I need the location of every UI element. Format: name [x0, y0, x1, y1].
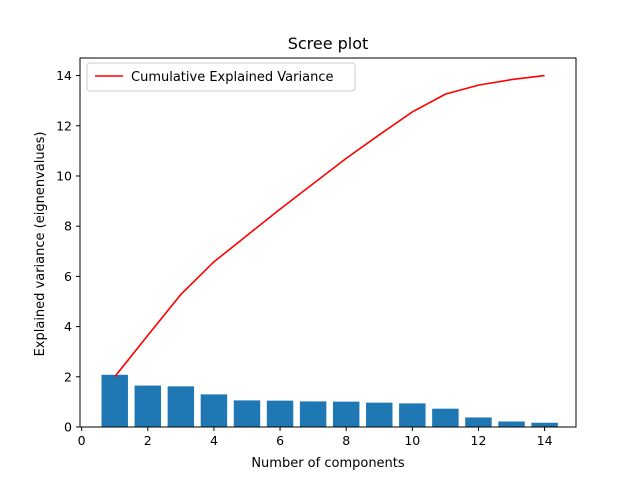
bar-component-8: [332, 401, 360, 427]
x-axis-label: Number of components: [251, 456, 405, 471]
bar-component-7: [299, 401, 327, 427]
bar-component-14: [531, 422, 558, 427]
bar-component-3: [167, 386, 195, 427]
bars-group: [101, 374, 558, 427]
legend: Cumulative Explained Variance: [86, 62, 356, 92]
y-axis-label: Explained variance (eignenvalues): [33, 132, 48, 357]
y-tick-label-0: 0: [64, 420, 72, 435]
y-tick-label-2: 2: [64, 369, 72, 384]
x-tick-label-0: 0: [78, 433, 86, 448]
y-tick-label-6: 6: [64, 269, 72, 284]
y-tick-label-14: 14: [56, 68, 72, 83]
bar-component-4: [200, 394, 228, 427]
x-tick-label-6: 6: [276, 433, 284, 448]
line-layer: [114, 74, 545, 378]
bar-component-5: [233, 400, 261, 427]
bar-component-11: [432, 408, 459, 427]
cumulative-variance-line: [114, 74, 545, 378]
x-axis-ticks: 0 2 4 6 8 10 12 14: [78, 427, 553, 448]
legend-entry-cumulative: Cumulative Explained Variance: [131, 70, 333, 85]
bar-component-6: [266, 400, 294, 427]
y-tick-label-12: 12: [56, 118, 72, 133]
bar-component-10: [399, 403, 426, 427]
legend-box: [86, 62, 356, 92]
bar-component-2: [134, 385, 162, 427]
y-tick-label-10: 10: [56, 168, 72, 183]
bar-component-9: [366, 402, 393, 427]
bar-component-13: [498, 421, 525, 427]
x-tick-label-8: 8: [342, 433, 350, 448]
x-tick-label-10: 10: [404, 433, 420, 448]
y-axis-ticks: 0 2 4 6 8 10 12 14: [56, 68, 80, 435]
plot-frame: [79, 57, 577, 428]
y-tick-label-4: 4: [64, 319, 72, 334]
x-tick-label-4: 4: [210, 433, 218, 448]
y-tick-label-8: 8: [64, 219, 72, 234]
bar-component-1: [101, 374, 128, 427]
x-tick-label-2: 2: [144, 433, 152, 448]
x-tick-label-14: 14: [537, 433, 553, 448]
x-tick-label-12: 12: [471, 433, 487, 448]
bar-component-12: [465, 417, 492, 427]
chart-title: Scree plot: [288, 34, 369, 53]
